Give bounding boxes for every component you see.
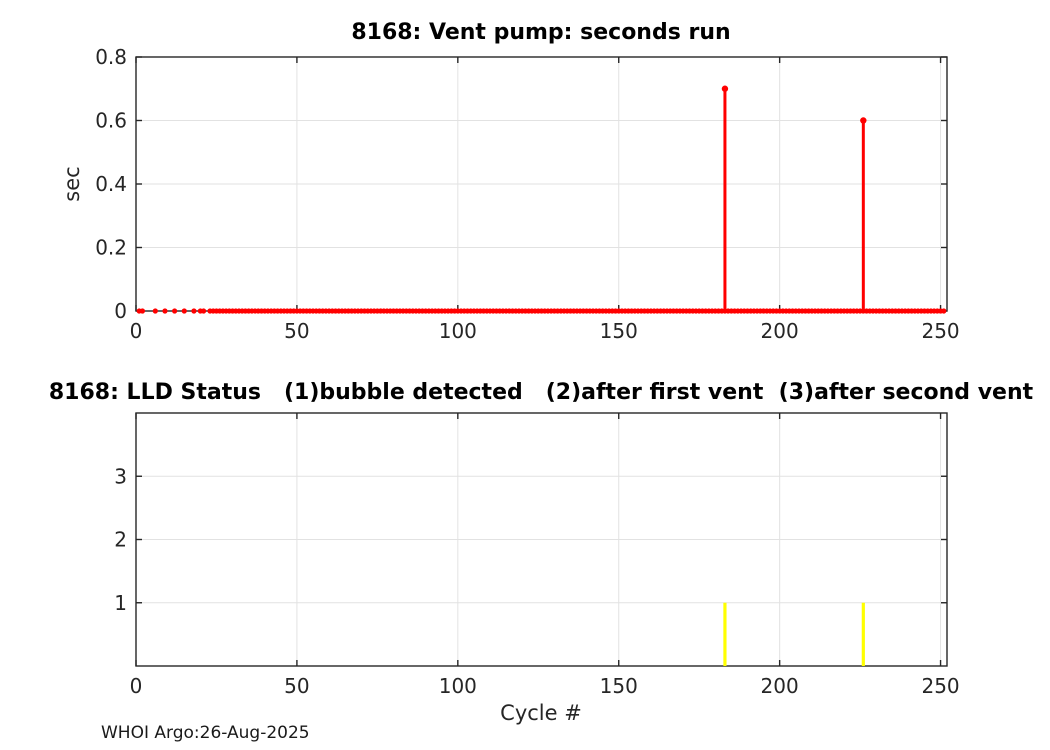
xtick-label: 100: [439, 674, 477, 698]
ytick-label: 0.2: [95, 236, 127, 260]
xtick-label: 50: [284, 319, 309, 343]
series-lld-status: [723, 602, 865, 666]
tick-labels: 0 50 100 150 200 250 0 0.2 0.4 0.6 0.8: [95, 45, 959, 343]
ytick-label: 0.8: [95, 45, 127, 69]
gridlines: [136, 57, 947, 311]
data-marker: [152, 308, 158, 314]
ytick-label: 3: [114, 464, 127, 488]
watermark-text: WHOI Argo:26-Aug-2025: [101, 723, 310, 743]
stem-tip-marker: [721, 85, 729, 92]
ytick-label: 2: [114, 528, 127, 552]
xtick-label: 150: [600, 674, 638, 698]
top-chart-title: 8168: Vent pump: seconds run: [351, 20, 731, 45]
xtick-label: 50: [284, 674, 309, 698]
series-vent-pump-seconds-run: [136, 85, 947, 314]
tick-marks: [135, 413, 947, 666]
data-marker: [200, 308, 207, 314]
data-marker: [172, 308, 178, 314]
stem-tip-marker: [860, 117, 867, 124]
data-marker: [941, 308, 947, 314]
xtick-label: 0: [130, 674, 143, 698]
data-marker: [181, 308, 187, 314]
xtick-label: 0: [130, 319, 143, 343]
ytick-label: 1: [114, 591, 127, 615]
xtick-label: 200: [761, 674, 799, 698]
chart-0: 0 50 100 150 200 250 0 0.2 0.4 0.6 0.8: [95, 45, 959, 343]
top-chart-ylabel: sec: [60, 166, 84, 202]
xtick-label: 250: [921, 319, 959, 343]
xtick-label: 250: [921, 674, 959, 698]
bottom-chart-xlabel: Cycle #: [500, 701, 582, 725]
tick-labels: 0 50 100 150 200 250 1 2 3: [114, 464, 959, 698]
data-marker: [139, 308, 146, 314]
bottom-chart-title: 8168: LLD Status (1)bubble detected (2)a…: [48, 380, 1034, 405]
xtick-label: 200: [761, 319, 799, 343]
ytick-label: 0.6: [95, 109, 127, 133]
data-marker: [191, 308, 197, 314]
chart-1: 0 50 100 150 200 250 1 2 3: [114, 412, 960, 698]
xtick-label: 150: [600, 319, 638, 343]
data-marker: [162, 308, 168, 314]
ytick-label: 0.4: [95, 172, 127, 196]
gridlines: [136, 413, 947, 666]
xtick-label: 100: [439, 319, 477, 343]
ytick-label: 0: [114, 299, 127, 323]
